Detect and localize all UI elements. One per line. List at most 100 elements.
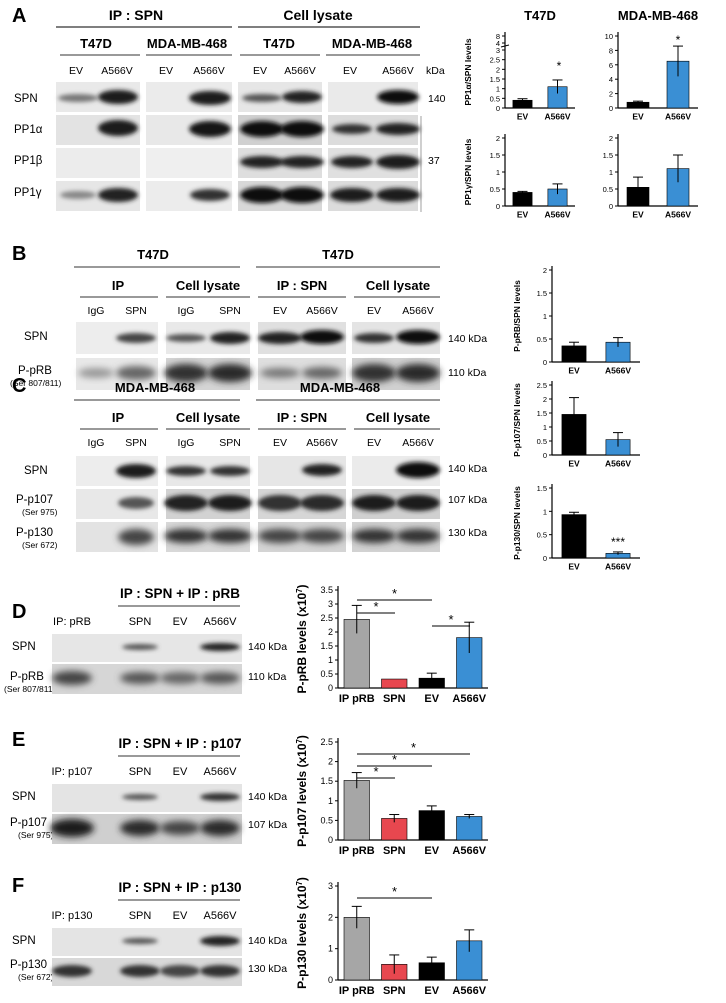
lane-label: EV (273, 305, 287, 317)
y-tick-label: 0.5 (537, 531, 547, 540)
lane-label: A566V (382, 65, 414, 77)
x-tick-label: EV (632, 112, 644, 122)
blot-band (352, 495, 396, 511)
x-tick-label: SPN (383, 985, 406, 997)
bar (561, 414, 587, 456)
blot-band (240, 156, 284, 168)
x-tick-label: A566V (605, 459, 631, 469)
significance-marker: * (448, 612, 453, 627)
row-label: SPN (12, 641, 36, 653)
blot-band (200, 793, 240, 801)
blot-band (396, 529, 440, 543)
blot-band (396, 364, 440, 382)
chart-e-pp107: 0 0.5 1 1.5 2 2.5 IP pRB SPN EV A566V P-p107 level… (295, 735, 488, 857)
mw-label: 140 kDa (248, 935, 287, 947)
x-tick-label: EV (568, 459, 580, 469)
chart-mda-pp1g: 0 0.5 1 1.5 2 EV A566V (603, 134, 698, 220)
blot-band (331, 156, 373, 168)
blot-band (52, 671, 92, 685)
y-tick-label: 0 (496, 104, 500, 113)
row-sublabel: (Ser 975) (22, 507, 58, 517)
blot-band (120, 820, 160, 836)
y-tick-label: 2 (496, 65, 500, 74)
bar (512, 192, 533, 207)
x-tick-label: A566V (545, 112, 571, 122)
group-label: IP : SPN (277, 278, 327, 293)
mw-label: 140 (428, 93, 446, 105)
x-tick-label: IP pRB (339, 985, 375, 997)
y-tick-label: 0 (543, 451, 547, 460)
y-tick-label: 3 (328, 881, 333, 891)
y-tick-label: 0 (609, 202, 613, 211)
y-tick-label: 4 (496, 39, 500, 48)
lane-label: EV (367, 437, 381, 449)
blot-band (376, 155, 420, 169)
y-tick-label: 4 (609, 75, 613, 84)
y-tick-label: 2 (543, 266, 547, 275)
chart-d-pprb: 0 0.5 1 1.5 2 2.5 3 3.5 IP pRB SPN EV A566V P-pRB le… (295, 584, 488, 705)
blot-band (52, 965, 92, 977)
y-tick-label: 1 (328, 944, 333, 954)
row-label: P-p107 (10, 817, 47, 829)
lane-label: EV (343, 65, 357, 77)
blot-band (116, 366, 156, 380)
blot-band (210, 332, 250, 344)
blot-band (160, 821, 200, 835)
blot-group-c (76, 456, 440, 552)
blot-band (280, 156, 324, 168)
panel-letter-d: D (12, 601, 26, 623)
row-sublabel: (Ser 672) (18, 972, 54, 982)
panel-header: IP : SPN + IP : p130 (119, 880, 242, 895)
blot-band (208, 364, 252, 382)
x-tick-label: EV (632, 210, 644, 220)
x-tick-label: A566V (665, 112, 691, 122)
y-tick-label: 2 (543, 395, 547, 404)
mw-label: 140 kDa (448, 333, 487, 345)
lane-label: IgG (88, 437, 105, 449)
lane-label: A566V (402, 305, 434, 317)
lane-label: SPN (129, 910, 152, 922)
lane-label: A566V (203, 910, 237, 922)
lane-label: A566V (101, 65, 133, 77)
lane-label: A566V (203, 766, 237, 778)
row-label-spn: SPN (14, 93, 38, 105)
row-label: P-p107 (16, 494, 53, 506)
mw-label: 140 kDa (448, 463, 487, 475)
blot-band (330, 188, 374, 202)
blot-band (240, 187, 284, 203)
lane-label: EV (173, 616, 188, 628)
y-tick-label: 2.5 (320, 737, 333, 747)
blot-band (98, 120, 138, 136)
blot-band (120, 672, 160, 684)
y-axis-label: P-p107 levels (x107) (295, 735, 310, 847)
y-tick-label: 1.5 (537, 289, 547, 298)
blot-band (118, 497, 154, 509)
lane-label: SPN (125, 437, 147, 449)
y-tick-label: 0 (328, 683, 333, 693)
y-tick-label: 1.5 (320, 641, 333, 651)
row-label-pp1g: PP1γ (14, 187, 42, 199)
blot-band (118, 529, 154, 545)
group-label: Cell lysate (366, 278, 430, 293)
y-tick-label: 2 (328, 912, 333, 922)
blot-band (98, 188, 138, 202)
row-label: P-p130 (16, 527, 53, 539)
x-tick-label: A566V (452, 693, 486, 705)
y-tick-label: 0.5 (490, 185, 500, 194)
y-tick-label: 0 (543, 358, 547, 367)
cell-line-label: T47D (80, 36, 112, 51)
lane-label: SPN (129, 766, 152, 778)
y-tick-label: 3 (496, 46, 500, 55)
cell-line-label: T47D (137, 247, 169, 262)
chart-c-pp107: 0 0.5 1 1.5 2 2.5 EV A566V P-p107/SPN levels (512, 381, 640, 469)
x-tick-label: EV (424, 693, 439, 705)
y-tick-label: 1.5 (537, 409, 547, 418)
panel-letter-e: E (12, 729, 25, 751)
y-tick-label: 8 (496, 32, 500, 41)
y-tick-label: 2 (609, 134, 613, 143)
mw-label: 107 kDa (448, 494, 487, 506)
y-tick-label: 6 (609, 61, 613, 70)
